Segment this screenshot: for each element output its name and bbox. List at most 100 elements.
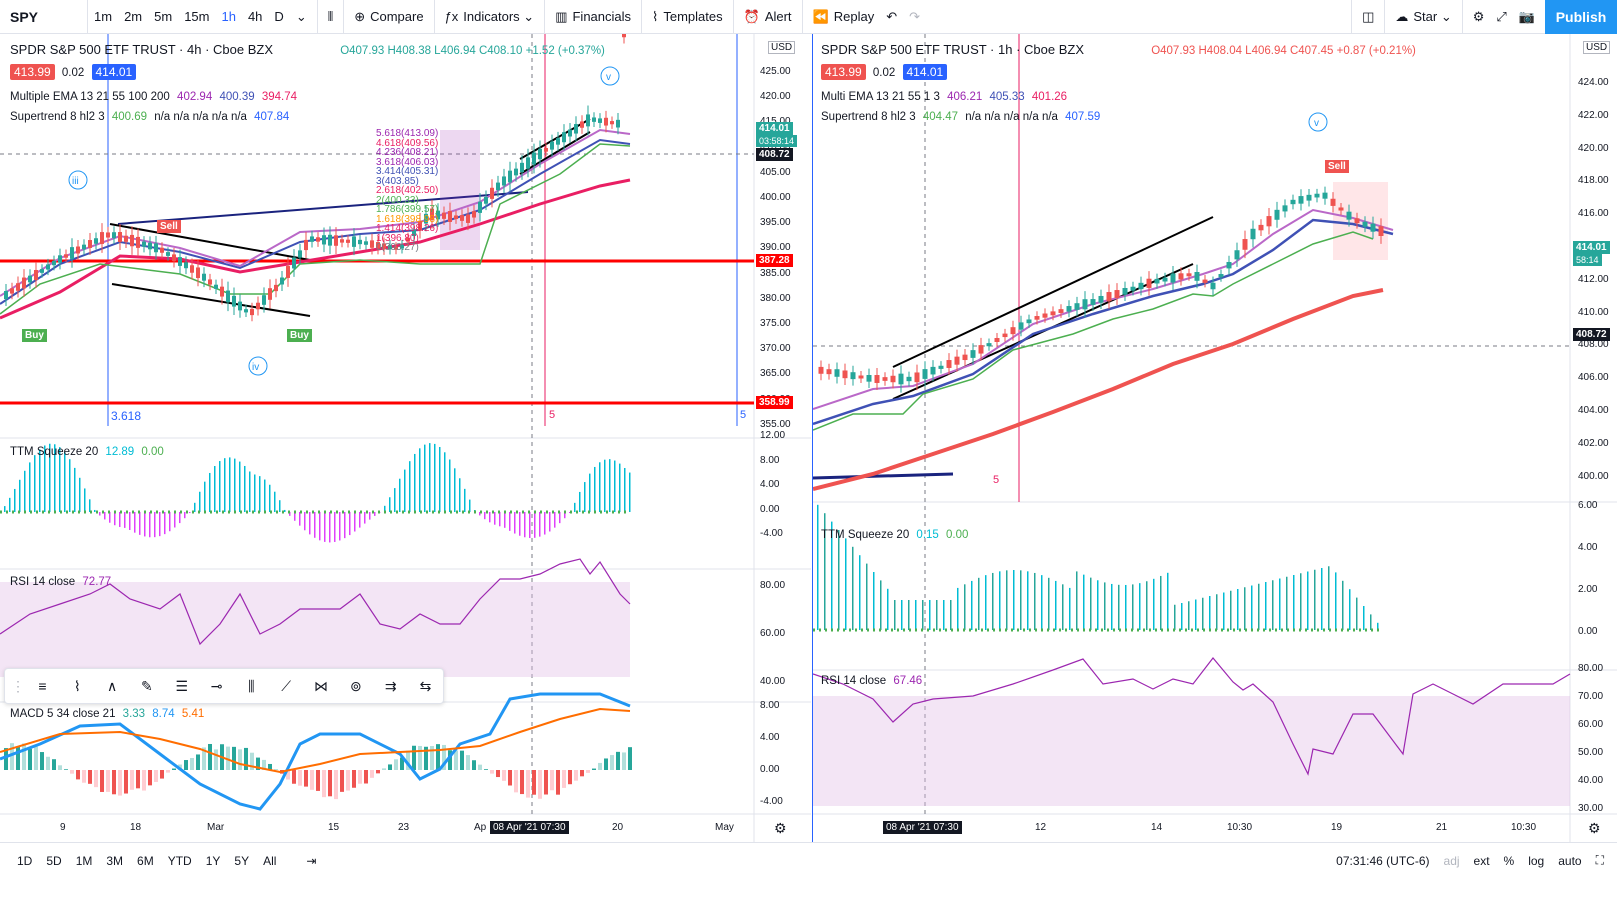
range-button-5d[interactable]: 5D <box>46 853 62 868</box>
range-button-6m[interactable]: 6M <box>137 853 154 868</box>
measure-icon[interactable]: ⇆ <box>419 677 432 694</box>
left-rsi-legend[interactable]: RSI 14 close 72.77 <box>10 576 115 588</box>
candle-body <box>1066 306 1072 312</box>
clock[interactable]: 07:31:46 (UTC-6) <box>1336 853 1430 868</box>
adj-toggle[interactable]: adj <box>1443 853 1460 868</box>
undo-icon[interactable]: ↶ <box>886 8 898 24</box>
range-button-3m[interactable]: 3M <box>106 853 124 868</box>
drawing-toolbar[interactable]: ⋮ ≡ ⌇ ∧ ✎ ☰ ⊸ ⫼ ⟋ ⋈ ⊚ ⇉ ⇆ <box>4 668 444 704</box>
right-chart-panel[interactable]: v SPDR S&P 500 ETF TRUST · 1h · Cboe BZX… <box>813 34 1617 842</box>
interval-15m[interactable]: 15m <box>184 8 210 24</box>
ttm-bar <box>104 512 106 520</box>
bid-price[interactable]: 413.99 <box>821 64 866 80</box>
pattern-icon[interactable]: ⋈ <box>314 677 329 694</box>
ttm-bar <box>599 462 601 512</box>
interval-2m[interactable]: 2m <box>124 8 143 24</box>
horizontal-ray-icon[interactable]: ⊸ <box>210 677 223 694</box>
axis-settings-gear-icon[interactable]: ⚙ <box>1588 820 1601 836</box>
range-button-all[interactable]: All <box>263 853 277 868</box>
ask-price[interactable]: 414.01 <box>902 64 948 80</box>
st-label: Supertrend 8 hl2 3 <box>821 111 916 123</box>
range-button-1m[interactable]: 1M <box>75 853 93 868</box>
cycle-icon[interactable]: ⊚ <box>350 677 362 694</box>
ttm-bar <box>439 447 441 512</box>
interval-dropdown-icon[interactable]: ⌄ <box>295 8 307 24</box>
left-chart-title[interactable]: SPDR S&P 500 ETF TRUST · 4h · Cboe BZX <box>10 42 273 57</box>
ttm-bar <box>539 512 541 537</box>
indicators-button[interactable]: ƒx Indicators ⌄ <box>439 0 541 34</box>
right-chart-title[interactable]: SPDR S&P 500 ETF TRUST · 1h · Cboe BZX <box>821 42 1084 57</box>
bid-price[interactable]: 413.99 <box>10 64 55 80</box>
ext-toggle[interactable]: ext <box>1473 853 1490 868</box>
financials-button[interactable]: ▥ Financials <box>549 0 637 34</box>
percent-toggle[interactable]: % <box>1503 853 1515 868</box>
right-ema-legend[interactable]: Multi EMA 13 21 55 1 3 406.21 405.33 401… <box>821 91 1071 103</box>
ttm-bar <box>1209 596 1211 630</box>
left-supertrend-legend[interactable]: Supertrend 8 hl2 3 400.69 n/a n/a n/a n/… <box>10 111 293 123</box>
star-button[interactable]: ☁ Star ⌄ <box>1389 0 1457 34</box>
currency-usd[interactable]: USD <box>768 41 796 54</box>
left-chart-panel[interactable]: iii iv v SPDR S&P 500 ETF TRUST · 4h · C… <box>0 34 811 842</box>
replay-button[interactable]: ⏪ Replay <box>807 0 881 34</box>
right-ttm-legend[interactable]: TTM Squeeze 20 0.15 0.00 <box>821 529 972 541</box>
auto-toggle[interactable]: auto <box>1558 853 1582 868</box>
axis-settings-gear-icon[interactable]: ⚙ <box>774 820 787 836</box>
interval-1h[interactable]: 1h <box>221 8 236 24</box>
fullscreen-icon[interactable]: ⤢ <box>1496 8 1507 24</box>
left-ema-legend[interactable]: Multiple EMA 13 21 55 100 200 402.94 400… <box>10 91 301 103</box>
left-macd-legend[interactable]: MACD 5 34 close 21 3.33 8.74 5.41 <box>10 708 208 720</box>
range-button-1y[interactable]: 1Y <box>205 853 221 868</box>
ttm-bar <box>464 488 466 512</box>
right-rsi-legend[interactable]: RSI 14 close 67.46 <box>821 675 926 687</box>
candle-body <box>340 239 344 243</box>
expand-icon[interactable]: ⛶ <box>1595 853 1604 867</box>
ttm-bar <box>554 512 556 528</box>
lines-icon[interactable]: ≡ <box>38 678 47 694</box>
wave-pattern-icon[interactable]: ⌇ <box>73 677 81 694</box>
abc-pattern-icon[interactable]: ∧ <box>106 677 118 694</box>
fib-retracement-icon[interactable]: ☰ <box>175 677 188 694</box>
log-toggle[interactable]: log <box>1528 853 1545 868</box>
ttm-bar <box>584 482 586 512</box>
goto-date-icon[interactable]: ⇥ <box>306 853 317 868</box>
candle-body <box>818 366 824 374</box>
price-axis-label: 410.00 <box>1578 306 1609 318</box>
ttm-bar <box>614 460 616 512</box>
settings-gear-icon[interactable]: ⚙ <box>1472 8 1485 24</box>
layout-divider[interactable] <box>812 34 813 842</box>
macd-bar <box>256 757 260 770</box>
templates-button[interactable]: ⌇ Templates <box>646 0 729 34</box>
symbol-search[interactable]: SPY <box>0 0 88 34</box>
alert-button[interactable]: ⏰ Alert <box>738 0 798 34</box>
pen-icon[interactable]: ✎ <box>141 677 153 694</box>
right-chart-svg[interactable]: v <box>813 34 1617 842</box>
interval-1m[interactable]: 1m <box>94 8 113 24</box>
candle-body <box>616 119 620 128</box>
right-supertrend-legend[interactable]: Supertrend 8 hl2 3 404.47 n/a n/a n/a n/… <box>821 111 1104 123</box>
trend-line-icon[interactable]: ⟋ <box>281 677 292 694</box>
candle-body <box>472 211 476 218</box>
parallel-channel-icon[interactable]: ⇉ <box>384 677 397 694</box>
redo-icon[interactable]: ↷ <box>909 8 921 24</box>
currency-usd[interactable]: USD <box>1583 41 1611 54</box>
ask-price[interactable]: 414.01 <box>91 64 137 80</box>
compare-button[interactable]: ⊕ Compare <box>348 0 429 34</box>
ttm-bar <box>79 477 81 512</box>
camera-icon[interactable]: 📷 <box>1518 8 1535 24</box>
range-button-5y[interactable]: 5Y <box>234 853 250 868</box>
macd-bar <box>496 770 500 778</box>
candle-body <box>496 182 500 191</box>
publish-button[interactable]: Publish <box>1545 0 1617 34</box>
left-chart-svg[interactable]: iii iv v <box>0 34 811 842</box>
interval-5m[interactable]: 5m <box>154 8 173 24</box>
ttm-bar <box>269 484 271 512</box>
interval-4h[interactable]: 4h <box>247 8 263 24</box>
interval-d[interactable]: D <box>274 8 284 24</box>
drag-handle-icon[interactable]: ⋮ <box>11 677 25 694</box>
vertical-lines-icon[interactable]: ⫼ <box>248 677 255 694</box>
range-button-ytd[interactable]: YTD <box>167 853 192 868</box>
chart-type-icon[interactable]: ⫴ <box>327 8 334 24</box>
layout-icon[interactable]: ◫ <box>1362 8 1375 24</box>
left-ttm-legend[interactable]: TTM Squeeze 20 12.89 0.00 <box>10 446 168 458</box>
range-button-1d[interactable]: 1D <box>17 853 33 868</box>
